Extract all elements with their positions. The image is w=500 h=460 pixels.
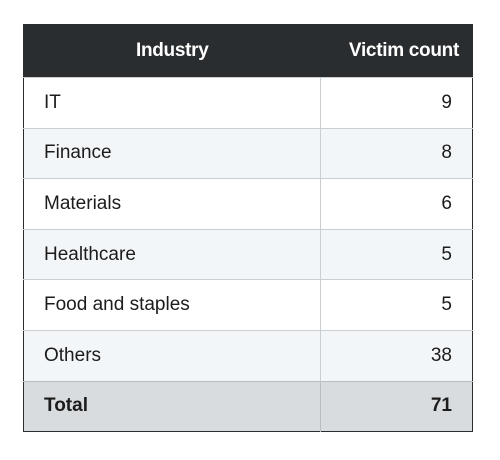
column-header-victim-count: Victim count <box>320 24 473 78</box>
industry-cell: Healthcare <box>23 228 321 280</box>
column-header-industry: Industry <box>23 24 321 78</box>
table-row: Materials 6 <box>23 178 473 230</box>
victim-count-cell: 5 <box>320 279 473 331</box>
victim-count-cell: 6 <box>320 178 473 230</box>
total-label: Total <box>23 380 321 432</box>
table-header-row: Industry Victim count <box>23 24 473 78</box>
industry-cell: Food and staples <box>23 279 321 331</box>
table-row: Food and staples 5 <box>23 279 473 331</box>
victim-count-cell: 8 <box>320 127 473 179</box>
industry-cell: Finance <box>23 127 321 179</box>
victim-count-cell: 5 <box>320 228 473 280</box>
victim-count-cell: 9 <box>320 77 473 129</box>
table-row: Healthcare 5 <box>23 228 473 280</box>
table-row: Finance 8 <box>23 127 473 179</box>
industry-cell: Others <box>23 329 321 382</box>
victim-count-cell: 38 <box>320 329 473 382</box>
victim-count-table: Industry Victim count IT 9 Finance 8 Mat… <box>23 24 473 433</box>
table-total-row: Total 71 <box>23 380 473 432</box>
industry-cell: Materials <box>23 178 321 230</box>
industry-cell: IT <box>23 77 321 129</box>
table-row: Others 38 <box>23 329 473 382</box>
table-row: IT 9 <box>23 77 473 129</box>
total-count: 71 <box>320 380 473 432</box>
